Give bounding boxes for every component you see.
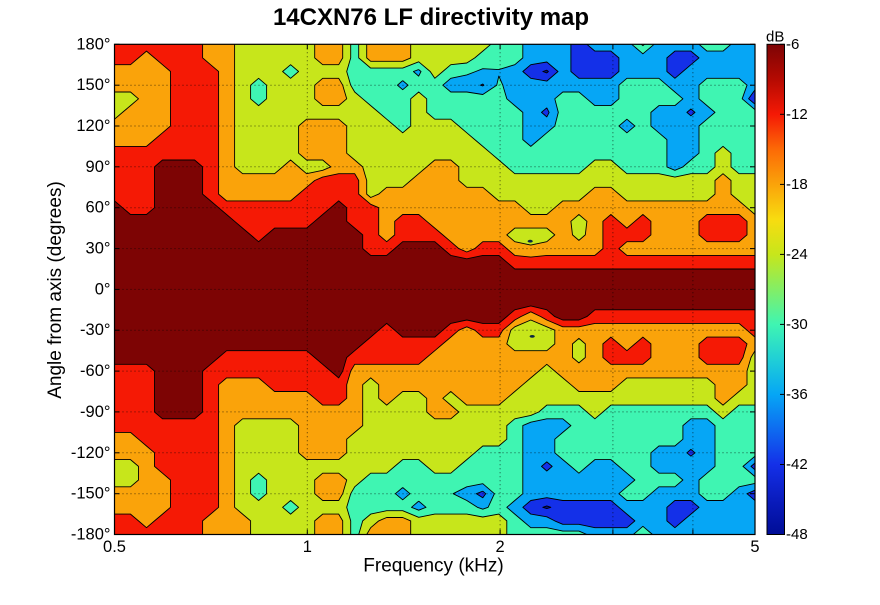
svg-text:Angle from axis (degrees): Angle from axis (degrees)	[45, 181, 66, 399]
svg-text:14CXN76 LF directivity map: 14CXN76 LF directivity map	[273, 4, 589, 31]
svg-text:-120°: -120°	[71, 444, 111, 462]
svg-text:2: 2	[496, 538, 505, 556]
svg-text:-48: -48	[786, 526, 808, 543]
svg-text:1: 1	[303, 538, 312, 556]
svg-text:-42: -42	[786, 456, 808, 473]
svg-text:-24: -24	[786, 246, 808, 263]
svg-text:120°: 120°	[76, 117, 110, 135]
svg-text:0.5: 0.5	[103, 538, 126, 556]
svg-text:-90°: -90°	[80, 403, 110, 421]
svg-text:-180°: -180°	[71, 526, 111, 544]
svg-text:180°: 180°	[76, 35, 110, 53]
svg-text:-18: -18	[786, 176, 808, 193]
svg-text:-30°: -30°	[80, 321, 110, 339]
svg-text:-6: -6	[786, 36, 799, 53]
svg-text:-60°: -60°	[80, 362, 110, 380]
svg-text:Frequency (kHz): Frequency (kHz)	[363, 556, 503, 577]
svg-text:-30: -30	[786, 316, 808, 333]
svg-text:60°: 60°	[86, 199, 111, 217]
svg-text:90°: 90°	[86, 158, 111, 176]
svg-text:0°: 0°	[95, 280, 111, 298]
svg-text:5: 5	[750, 538, 759, 556]
svg-text:-12: -12	[786, 106, 808, 123]
svg-text:-36: -36	[786, 386, 808, 403]
svg-text:-150°: -150°	[71, 485, 111, 503]
svg-text:dB: dB	[766, 29, 784, 46]
svg-text:150°: 150°	[76, 76, 110, 94]
svg-text:30°: 30°	[86, 240, 111, 258]
